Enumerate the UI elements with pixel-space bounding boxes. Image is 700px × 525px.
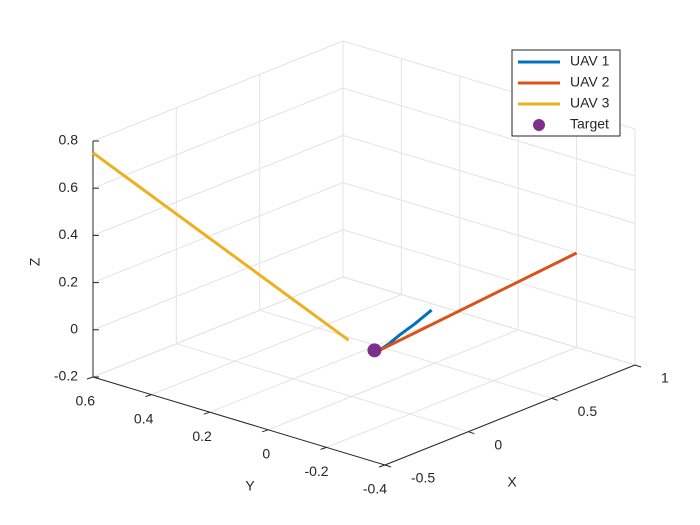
- x-axis-label: X: [507, 474, 517, 490]
- legend-box: [511, 49, 621, 137]
- grid-line: [92, 229, 344, 331]
- grid-line: [342, 182, 636, 272]
- grid-line: [326, 346, 577, 448]
- z-tick-label: 0.8: [59, 132, 79, 148]
- legend-label: Target: [570, 116, 609, 132]
- grid-line: [92, 276, 344, 378]
- z-tick-label: 0: [70, 321, 78, 337]
- y-tick: [378, 464, 386, 468]
- grid-line: [342, 87, 636, 177]
- legend-marker: [533, 119, 545, 131]
- trajectory-line: [92, 151, 350, 342]
- grid-line: [342, 134, 636, 224]
- grid-line: [176, 343, 469, 433]
- y-tick: [145, 394, 152, 398]
- x-tick-label: 0.5: [578, 403, 598, 419]
- legend-label: UAV 1: [570, 53, 610, 69]
- y-tick-label: -0.2: [304, 463, 328, 479]
- grid-line: [259, 309, 552, 399]
- legend-label: UAV 3: [570, 95, 610, 111]
- y-tick: [86, 376, 94, 380]
- grid-line: [92, 134, 344, 236]
- z-tick-label: 0.6: [59, 179, 79, 195]
- grid-line: [209, 311, 460, 413]
- x-tick: [468, 431, 475, 435]
- y-tick: [320, 446, 327, 450]
- y-tick-label: 0.6: [76, 393, 96, 409]
- x-tick: [551, 397, 558, 401]
- grid-line: [268, 329, 519, 431]
- legend: UAV 1 UAV 2 UAV 3 Target: [511, 49, 621, 137]
- x-tick-label: 1: [661, 370, 669, 386]
- z-axis-label: Z: [27, 257, 43, 266]
- grid-line: [92, 182, 344, 284]
- x-tick: [384, 464, 392, 468]
- y-axis-line: [92, 376, 386, 466]
- trajectory-line: [378, 251, 578, 352]
- axes: -0.5 0 0.5 1 -0.4 -0.2 0 0.2 0.4 0.6 -0.2 0 0.2 0.4 0.…: [54, 132, 669, 497]
- y-tick: [262, 429, 269, 433]
- y-tick: [203, 411, 210, 415]
- z-tick-label: -0.2: [54, 368, 78, 384]
- y-tick-label: 0.4: [134, 410, 154, 426]
- data: [92, 151, 578, 358]
- x-tick: [634, 364, 642, 368]
- y-tick-label: 0.2: [192, 428, 212, 444]
- grid-line: [92, 87, 344, 189]
- z-tick-label: 0.2: [59, 273, 79, 289]
- x-axis-line: [384, 364, 636, 466]
- y-axis-label: Y: [245, 478, 255, 494]
- grid-line: [342, 276, 636, 366]
- grid-line: [342, 229, 636, 319]
- y-tick-label: 0: [262, 446, 270, 462]
- grid-line: [151, 294, 402, 396]
- grid-line: [92, 40, 344, 142]
- x-tick-label: -0.5: [411, 470, 435, 486]
- legend-label: UAV 2: [570, 74, 610, 90]
- x-tick-label: 0: [494, 436, 502, 452]
- target-point: [367, 343, 382, 358]
- y-tick-label: -0.4: [363, 481, 387, 497]
- z-tick-label: 0.4: [59, 226, 79, 242]
